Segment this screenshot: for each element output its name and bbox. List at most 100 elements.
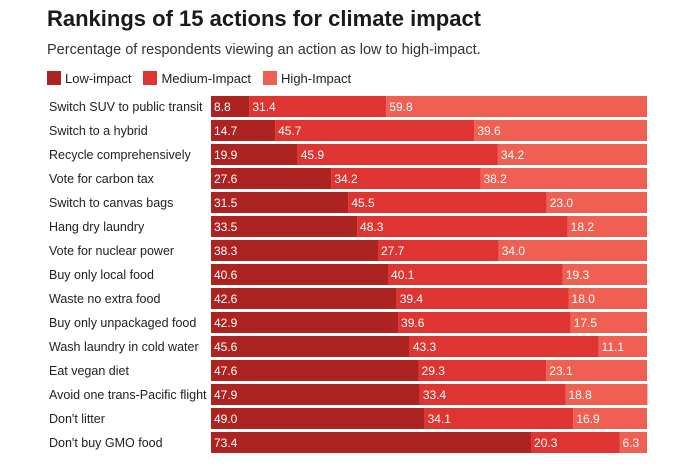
value-label-low: 47.9 <box>214 388 238 402</box>
legend-label-high: High-Impact <box>281 70 352 86</box>
value-label-low: 27.6 <box>214 172 238 186</box>
bar-segment-low[interactable] <box>211 216 358 237</box>
category-label: Switch to a hybrid <box>49 124 148 138</box>
bar-segment-medium[interactable] <box>348 192 547 213</box>
bar-segment-low[interactable] <box>211 360 419 381</box>
value-label-medium: 29.3 <box>422 364 446 378</box>
bar-row: Wash laundry in cold water 45.6 43.3 11.1 <box>49 336 647 357</box>
bar-segment-low[interactable] <box>211 96 250 117</box>
bar-segment-low[interactable] <box>211 384 420 405</box>
value-label-medium: 34.2 <box>334 172 358 186</box>
category-label: Hang dry laundry <box>49 220 145 234</box>
bar-segment-high[interactable] <box>386 96 647 117</box>
bar-segment-high[interactable] <box>498 240 647 261</box>
value-label-high: 39.6 <box>477 124 501 138</box>
bar-segment-high[interactable] <box>562 264 647 285</box>
bar-segment-medium[interactable] <box>424 408 574 429</box>
category-label: Eat vegan diet <box>49 364 129 378</box>
legend-item-high[interactable]: High-Impact <box>263 71 351 86</box>
value-label-high: 18.8 <box>568 388 592 402</box>
bar-row: Avoid one trans-Pacific flight 47.9 33.4 18… <box>49 384 648 405</box>
bar-segment-low[interactable] <box>211 120 276 141</box>
value-label-medium: 27.7 <box>381 244 405 258</box>
bar-segment-low[interactable] <box>211 408 425 429</box>
value-label-low: 42.6 <box>214 292 238 306</box>
legend-item-low[interactable]: Low-impact <box>47 71 131 86</box>
value-label-low: 49.0 <box>214 412 238 426</box>
bar-row: Don't buy GMO food 73.4 20.3 6.3 <box>49 432 647 453</box>
value-label-high: 17.5 <box>574 316 598 330</box>
bar-segment-low[interactable] <box>211 288 397 309</box>
bar-segment-medium[interactable] <box>275 120 475 141</box>
bar-segment-low[interactable] <box>211 264 389 285</box>
category-label: Avoid one trans-Pacific flight <box>49 388 207 402</box>
bar-segment-medium[interactable] <box>396 288 569 309</box>
bar-segment-low[interactable] <box>211 336 410 357</box>
value-label-low: 45.6 <box>214 340 238 354</box>
bar-segment-medium[interactable] <box>531 432 620 453</box>
value-label-high: 34.2 <box>501 148 525 162</box>
bar-row: Switch to canvas bags 31.5 45.5 23.0 <box>49 192 647 213</box>
bar-segment-medium[interactable] <box>409 336 599 357</box>
bar-segment-high[interactable] <box>546 192 647 213</box>
bar-segment-high[interactable] <box>474 120 647 141</box>
value-label-medium: 45.7 <box>278 124 302 138</box>
legend: Low-impact Medium-Impact High-Impact <box>47 69 363 87</box>
value-label-high: 34.0 <box>502 244 526 258</box>
value-label-medium: 48.3 <box>360 220 384 234</box>
bar-segment-medium[interactable] <box>388 264 563 285</box>
category-label: Buy only unpackaged food <box>49 316 196 330</box>
bar-segment-low[interactable] <box>211 192 349 213</box>
value-label-low: 33.5 <box>214 220 238 234</box>
bar-row: Don't litter 49.0 34.1 16.9 <box>49 408 647 429</box>
category-label: Vote for carbon tax <box>49 172 155 186</box>
bar-segment-low[interactable] <box>211 240 378 261</box>
value-label-low: 38.3 <box>214 244 238 258</box>
bar-segment-medium[interactable] <box>398 312 571 333</box>
bar-segment-high[interactable] <box>568 288 647 309</box>
bar-segment-medium[interactable] <box>331 168 481 189</box>
legend-item-medium[interactable]: Medium-Impact <box>143 71 251 86</box>
bar-row: Hang dry laundry 33.5 48.3 18.2 <box>49 216 647 237</box>
category-label: Wash laundry in cold water <box>49 340 199 354</box>
legend-label-medium: Medium-Impact <box>161 70 252 86</box>
bar-segment-low[interactable] <box>211 432 532 453</box>
bar-segment-high[interactable] <box>565 384 648 405</box>
bar-row: Vote for carbon tax 27.6 34.2 38.2 <box>49 168 647 189</box>
bar-segment-high[interactable] <box>570 312 647 333</box>
bar-row: Buy only local food 40.6 40.1 19.3 <box>49 264 647 285</box>
value-label-low: 40.6 <box>214 268 238 282</box>
value-label-medium: 34.1 <box>428 412 452 426</box>
bar-segment-high[interactable] <box>598 336 647 357</box>
value-label-high: 18.0 <box>572 292 596 306</box>
value-label-high: 23.1 <box>549 364 573 378</box>
bar-segment-medium[interactable] <box>419 384 566 405</box>
bar-row: Vote for nuclear power 38.3 27.7 34.0 <box>49 240 647 261</box>
category-label: Vote for nuclear power <box>49 244 174 258</box>
bar-segment-low[interactable] <box>211 144 298 165</box>
bar-segment-medium[interactable] <box>249 96 387 117</box>
bar-segment-high[interactable] <box>567 216 647 237</box>
bar-segment-high[interactable] <box>619 432 647 453</box>
bar-segment-low[interactable] <box>211 312 399 333</box>
bar-segment-medium[interactable] <box>357 216 568 237</box>
bar-segment-high[interactable] <box>573 408 647 429</box>
chart-subtitle: Percentage of respondents viewing an act… <box>47 42 481 58</box>
value-label-high: 11.1 <box>602 340 625 354</box>
value-label-low: 42.9 <box>214 316 238 330</box>
bar-segment-medium[interactable] <box>418 360 547 381</box>
value-label-low: 73.4 <box>214 436 238 450</box>
bar-row: Waste no extra food 42.6 39.4 18.0 <box>49 288 647 309</box>
legend-label-low: Low-impact <box>65 70 132 86</box>
category-label: Buy only local food <box>49 268 154 282</box>
bar-segment-high[interactable] <box>497 144 647 165</box>
bar-row: Switch to a hybrid 14.7 45.7 39.6 <box>49 120 647 141</box>
legend-swatch-high <box>263 71 278 85</box>
category-label: Switch to canvas bags <box>49 196 173 210</box>
bar-segment-high[interactable] <box>546 360 647 381</box>
bar-segment-medium[interactable] <box>377 240 499 261</box>
bar-segment-medium[interactable] <box>297 144 498 165</box>
bar-segment-low[interactable] <box>211 168 332 189</box>
bar-segment-high[interactable] <box>480 168 647 189</box>
bar-row: Buy only unpackaged food 42.9 39.6 17.5 <box>49 312 647 333</box>
